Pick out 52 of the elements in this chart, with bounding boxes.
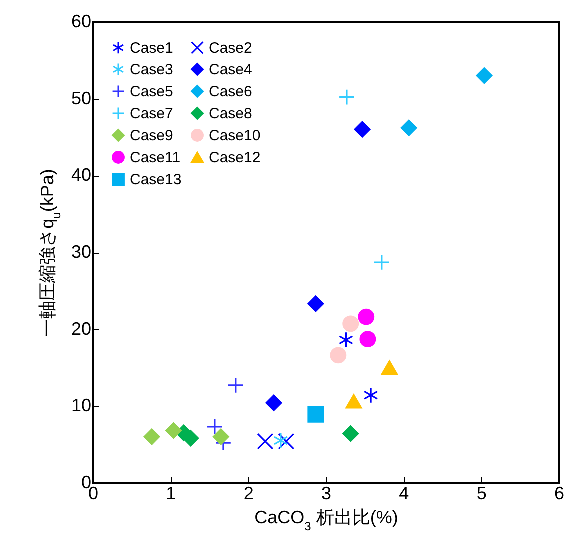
point (354, 121, 371, 138)
x-tick-label: 4 (399, 484, 410, 504)
legend-label: Case11 (130, 150, 181, 166)
x-tick-label: 2 (244, 484, 254, 504)
legend-label: Case10 (209, 128, 261, 144)
point (338, 89, 356, 106)
y-tick-label: 10 (71, 396, 92, 416)
y-tick-label: 30 (71, 242, 92, 262)
legend-label: Case3 (130, 62, 174, 78)
point (228, 377, 244, 394)
point (342, 426, 360, 442)
point (364, 387, 378, 404)
point (144, 428, 160, 446)
point (330, 347, 347, 364)
legend-label: Case5 (130, 84, 174, 100)
point (346, 394, 362, 409)
point (257, 433, 274, 450)
y-tick-label: 50 (71, 88, 92, 108)
legend-label: Case7 (130, 106, 174, 122)
legend-label: Case9 (130, 128, 174, 144)
point (278, 433, 295, 450)
point (400, 120, 418, 136)
x-tick-label: 3 (321, 484, 332, 504)
x-tick-label: 5 (476, 484, 487, 504)
point (166, 422, 182, 439)
point (476, 68, 493, 84)
point (338, 332, 354, 348)
point (308, 296, 324, 312)
y-tick-label: 20 (71, 318, 92, 339)
point (342, 316, 360, 332)
x-axis-title: CaCO$_{3}$ 析出比(%) (254, 508, 398, 534)
legend-label: Case12 (209, 150, 261, 166)
point (206, 418, 224, 436)
point (212, 428, 230, 446)
legend-label: Case2 (209, 40, 252, 57)
point (266, 394, 282, 412)
point (182, 430, 200, 447)
legend-label: Case6 (209, 84, 252, 100)
legend-label: Case1 (130, 40, 174, 57)
legend-label: Case4 (209, 62, 252, 78)
legend-label: Case8 (209, 106, 252, 122)
x-tick-label: 1 (166, 484, 176, 504)
point (358, 308, 375, 326)
point (381, 360, 398, 375)
y-tick-label: 40 (71, 165, 92, 186)
y-tick-label: 60 (71, 12, 92, 32)
x-tick-label: 6 (554, 484, 565, 504)
point (274, 432, 288, 449)
point (360, 331, 376, 348)
point (308, 406, 324, 423)
point (374, 254, 390, 271)
legend-label: Case13 (130, 172, 182, 188)
